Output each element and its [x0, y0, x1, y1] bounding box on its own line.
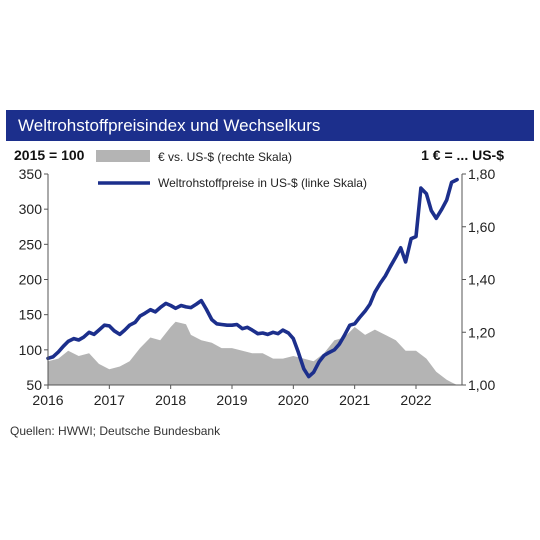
x-tick-label: 2019 — [216, 392, 247, 408]
x-tick-label: 2016 — [32, 392, 63, 408]
y-left-tick-label: 50 — [26, 377, 42, 393]
x-tick-label: 2018 — [155, 392, 186, 408]
y-left-tick-label: 100 — [19, 342, 43, 358]
y-right-axis-label: 1 € = ... US-$ — [421, 147, 504, 163]
x-tick-label: 2021 — [339, 392, 370, 408]
y-left-tick-label: 350 — [19, 166, 43, 182]
x-tick-label: 2017 — [94, 392, 125, 408]
series-line-commodity-prices — [46, 177, 459, 379]
x-tick-label: 2022 — [400, 392, 431, 408]
y-left-tick-label: 250 — [19, 236, 43, 252]
chart-title: Weltrohstoffpreisindex und Wechselkurs — [18, 116, 321, 135]
y-right-tick-label: 1,00 — [468, 377, 495, 393]
y-right-tick-label: 1,80 — [468, 166, 495, 182]
chart: 50 100 150 200 250 300 350 1,00 1,20 1,40 1,60 1,80… — [14, 147, 504, 408]
y-left-tick-label: 300 — [19, 201, 43, 217]
legend-label-commodity-prices: Weltrohstoffpreise in US-$ (linke Skala) — [158, 176, 367, 190]
y-left-tick-label: 200 — [19, 272, 43, 288]
source-note: Quellen: HWWI; Deutsche Bundesbank — [10, 424, 221, 438]
y-left-axis-label: 2015 = 100 — [14, 147, 85, 163]
x-tick-label: 2020 — [278, 392, 309, 408]
series-area-eur-usd — [48, 321, 458, 385]
y-right-tick-label: 1,40 — [468, 272, 495, 288]
chart-title-bar: Weltrohstoffpreisindex und Wechselkurs — [6, 110, 534, 141]
y-right-tick-label: 1,20 — [468, 324, 495, 340]
y-left-tick-label: 150 — [19, 307, 43, 323]
legend-label-eur-usd: € vs. US-$ (rechte Skala) — [158, 150, 292, 164]
legend-swatch-eur-usd — [96, 150, 150, 162]
y-right-tick-label: 1,60 — [468, 219, 495, 235]
